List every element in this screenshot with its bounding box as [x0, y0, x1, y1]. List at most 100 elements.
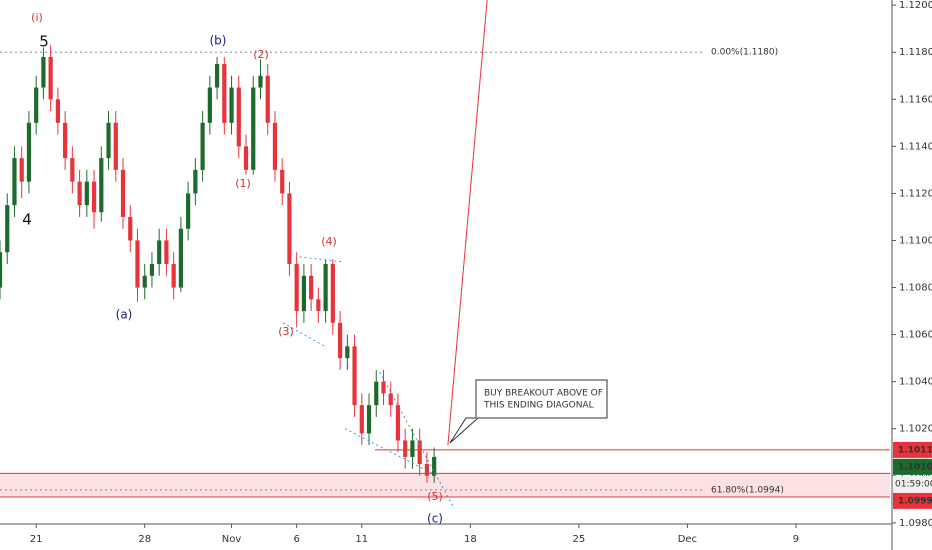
x-tick-label: 25: [572, 534, 585, 545]
callout-box: [449, 379, 608, 444]
candle-body: [432, 456, 437, 476]
candle-body: [280, 169, 285, 194]
candle-body: [48, 56, 53, 100]
candle-body: [229, 87, 234, 123]
candle-body: [99, 158, 104, 213]
y-tick-label: 1.1120: [899, 188, 932, 199]
candle-body: [142, 275, 147, 288]
candle-body: [34, 87, 39, 123]
candle-body: [135, 240, 140, 288]
candle-body: [178, 228, 183, 288]
wave-label: 4: [22, 211, 32, 229]
y-tick-label: 1.1080: [899, 283, 932, 294]
price-label: 1.0999: [898, 496, 932, 506]
y-tick-label: 1.1140: [899, 141, 932, 152]
candle-body: [26, 122, 32, 182]
candle-body: [186, 193, 191, 229]
wave-label: 5: [39, 33, 49, 51]
callout-text: THIS ENDING DIAGONAL: [483, 401, 594, 411]
x-tick-label: 18: [464, 534, 477, 545]
candle-body: [417, 440, 422, 464]
x-tick-label: 28: [138, 534, 151, 545]
candle-body: [113, 122, 118, 170]
wave-label: (3): [278, 325, 294, 338]
x-tick-label: 9: [793, 534, 799, 545]
wave-label: (b): [210, 34, 227, 48]
candle-body: [55, 99, 60, 123]
candle-body: [316, 299, 321, 312]
price-label-box: [893, 492, 932, 509]
countdown: 01:59:00: [895, 479, 932, 489]
candle-body: [84, 181, 89, 206]
zone: [0, 473, 890, 497]
trendline: [447, 0, 488, 446]
candle-body: [149, 264, 155, 276]
candle-body: [359, 405, 364, 434]
candle-body: [352, 346, 357, 406]
y-tick-label: 1.1100: [899, 235, 932, 246]
plot: 0.00%(1.1180) 61.80%(1.0994): [0, 0, 890, 509]
candle-body: [366, 405, 372, 434]
candle-body: [128, 216, 133, 241]
candle-body: [243, 146, 249, 170]
candle-body: [41, 56, 46, 88]
candle-body: [5, 205, 10, 253]
candle-body: [193, 169, 198, 194]
trendline: [282, 322, 326, 347]
candle-body: [381, 381, 386, 394]
price-label: 1.1011: [898, 445, 932, 455]
wave-label: (i): [31, 11, 43, 24]
candle-body: [388, 393, 393, 406]
candle-body: [171, 264, 176, 288]
candle-body: [403, 440, 408, 457]
candle-body: [410, 440, 415, 457]
candle-body: [63, 122, 68, 159]
y-tick-label: 1.1160: [899, 94, 932, 105]
candle-body: [236, 87, 241, 147]
countdown-box: [893, 475, 932, 492]
candle-body: [91, 181, 97, 213]
candle-body: [323, 264, 328, 312]
candle-body: [345, 346, 350, 359]
candle-body: [272, 122, 278, 170]
wave-label: (5): [427, 490, 443, 503]
price-label: 1.1010: [898, 462, 932, 472]
candle-body: [19, 158, 24, 182]
candle-body: [395, 405, 401, 441]
candle-body: [337, 322, 343, 359]
candle-body: [258, 75, 263, 88]
trendline: [379, 371, 455, 509]
candle-body: [164, 240, 169, 264]
candle-body: [214, 64, 220, 88]
wave-label: (c): [427, 512, 443, 526]
wave-label: (4): [321, 235, 337, 248]
y-tick-label: 1.0980: [899, 518, 932, 529]
candle-body: [424, 464, 430, 476]
fib-label: 61.80%(1.0994): [711, 485, 784, 495]
candle-body: [106, 122, 111, 159]
candle-body: [222, 64, 227, 123]
wave-label: (a): [116, 308, 133, 322]
candle-body: [120, 169, 126, 217]
x-tick-label: 6: [293, 534, 299, 545]
x-tick-label: 21: [30, 534, 43, 545]
candle-body: [200, 122, 205, 170]
candle-body: [207, 87, 212, 123]
wave-label: (1): [235, 177, 251, 190]
candle-body: [70, 158, 75, 182]
callout-text: BUY BREAKOUT ABOVE OF: [484, 389, 603, 399]
candle-body: [301, 275, 307, 312]
candle-body: [287, 193, 292, 264]
trendline: [299, 256, 342, 263]
y-tick-label: 1.1060: [899, 330, 932, 341]
x-tick-label: Dec: [678, 534, 697, 545]
y-tick-label: 1.1040: [899, 377, 932, 388]
candle-body: [12, 158, 17, 206]
fib-label: 0.00%(1.1180): [711, 48, 778, 58]
candle-body: [309, 275, 314, 300]
y-tick-label: 1.1180: [899, 47, 932, 58]
candle-body: [77, 181, 82, 206]
candle-body: [265, 75, 270, 123]
